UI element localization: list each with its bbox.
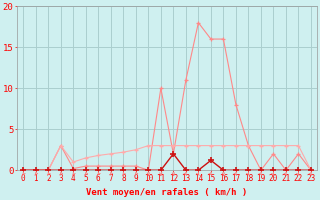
X-axis label: Vent moyen/en rafales ( km/h ): Vent moyen/en rafales ( km/h ) [86,188,248,197]
